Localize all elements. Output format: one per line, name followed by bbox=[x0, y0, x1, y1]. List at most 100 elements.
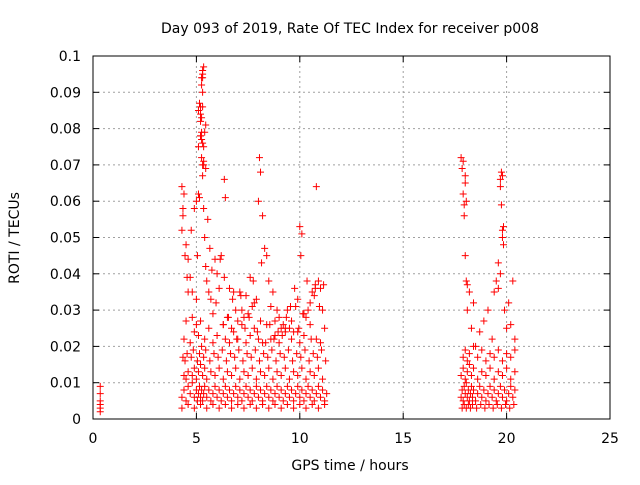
data-point bbox=[285, 375, 293, 383]
data-point bbox=[498, 226, 506, 234]
data-point bbox=[196, 99, 204, 107]
data-point bbox=[283, 400, 291, 408]
data-point bbox=[482, 397, 490, 405]
data-point bbox=[249, 277, 257, 285]
data-point bbox=[194, 190, 202, 198]
data-point bbox=[190, 404, 198, 412]
data-point bbox=[505, 299, 513, 307]
data-point bbox=[182, 241, 190, 249]
data-point bbox=[225, 284, 233, 292]
data-point bbox=[259, 400, 267, 408]
data-point bbox=[230, 390, 238, 398]
data-point bbox=[257, 317, 265, 325]
data-point bbox=[196, 194, 204, 202]
data-point bbox=[281, 324, 289, 332]
data-point bbox=[494, 346, 502, 354]
data-point bbox=[466, 390, 474, 398]
data-point bbox=[269, 397, 277, 405]
data-point bbox=[298, 230, 306, 238]
data-point bbox=[288, 386, 296, 394]
data-point bbox=[219, 390, 227, 398]
data-point bbox=[296, 400, 304, 408]
data-point bbox=[240, 368, 248, 376]
data-point bbox=[276, 350, 284, 358]
data-point bbox=[178, 393, 186, 401]
data-point bbox=[511, 346, 519, 354]
data-point bbox=[296, 223, 304, 231]
data-point bbox=[313, 353, 321, 361]
data-point bbox=[232, 306, 240, 314]
data-point bbox=[273, 306, 281, 314]
data-point bbox=[263, 382, 271, 390]
data-point bbox=[502, 400, 510, 408]
data-point bbox=[272, 357, 280, 365]
data-point bbox=[257, 386, 265, 394]
data-point bbox=[251, 346, 259, 354]
data-point bbox=[306, 321, 314, 329]
data-point bbox=[182, 397, 190, 405]
data-point bbox=[501, 386, 509, 394]
data-point bbox=[293, 350, 301, 358]
data-point bbox=[186, 339, 194, 347]
data-point bbox=[215, 284, 223, 292]
data-point bbox=[496, 270, 504, 278]
data-point bbox=[248, 302, 256, 310]
data-point bbox=[509, 393, 517, 401]
data-point bbox=[499, 241, 507, 249]
data-point bbox=[490, 353, 498, 361]
data-point bbox=[192, 197, 200, 205]
data-point bbox=[227, 350, 235, 358]
data-point bbox=[498, 371, 506, 379]
data-point bbox=[253, 328, 261, 336]
data-point bbox=[203, 375, 211, 383]
data-point bbox=[178, 404, 186, 412]
data-point bbox=[462, 277, 470, 285]
data-point bbox=[277, 371, 285, 379]
data-point bbox=[294, 371, 302, 379]
data-point bbox=[217, 397, 225, 405]
data-point bbox=[184, 255, 192, 263]
data-point bbox=[96, 397, 104, 405]
data-point bbox=[214, 353, 222, 361]
data-point bbox=[510, 400, 518, 408]
data-point bbox=[311, 284, 319, 292]
data-point bbox=[232, 364, 240, 372]
data-point bbox=[238, 397, 246, 405]
data-point bbox=[263, 252, 271, 260]
data-point bbox=[230, 328, 238, 336]
data-point bbox=[497, 168, 505, 176]
data-point bbox=[269, 288, 277, 296]
data-point bbox=[472, 397, 480, 405]
data-point bbox=[314, 364, 322, 372]
data-point bbox=[457, 393, 465, 401]
data-point bbox=[200, 161, 208, 169]
data-point bbox=[199, 397, 207, 405]
data-point bbox=[184, 368, 192, 376]
data-point bbox=[281, 390, 289, 398]
data-point bbox=[190, 204, 198, 212]
data-point bbox=[321, 400, 329, 408]
data-point bbox=[488, 393, 496, 401]
data-point bbox=[203, 277, 211, 285]
data-point bbox=[179, 353, 187, 361]
data-point bbox=[511, 386, 519, 394]
data-point bbox=[304, 382, 312, 390]
data-point bbox=[200, 204, 208, 212]
data-point bbox=[459, 157, 467, 165]
data-point bbox=[474, 390, 482, 398]
data-point bbox=[318, 346, 326, 354]
data-point bbox=[240, 404, 248, 412]
data-point bbox=[192, 295, 200, 303]
data-point bbox=[302, 390, 310, 398]
data-point bbox=[254, 393, 262, 401]
y-tick-label: 0.04 bbox=[50, 267, 81, 283]
data-point bbox=[496, 382, 504, 390]
data-point bbox=[265, 404, 273, 412]
data-point bbox=[181, 357, 189, 365]
data-point bbox=[197, 117, 205, 125]
data-point bbox=[459, 397, 467, 405]
data-point bbox=[493, 400, 501, 408]
data-point bbox=[194, 368, 202, 376]
data-point bbox=[241, 324, 249, 332]
